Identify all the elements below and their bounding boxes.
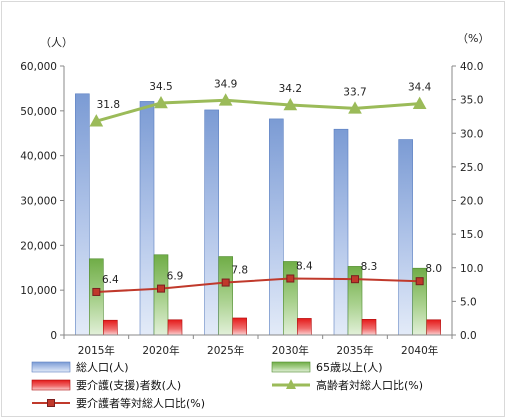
line-point	[157, 284, 165, 293]
legend-swatch	[31, 361, 71, 373]
right-tick-label: 40.0	[460, 61, 483, 73]
data-label: 34.9	[214, 78, 237, 90]
legend-label: 総人口(人)	[76, 360, 129, 374]
bar	[398, 139, 413, 336]
data-label: 31.8	[97, 99, 120, 111]
bar	[75, 93, 90, 336]
data-label: 34.2	[279, 83, 302, 95]
data-label: 8.0	[425, 263, 442, 275]
legend-label: 65歳以上(人)	[316, 361, 383, 374]
line-point	[283, 97, 298, 111]
right-tick-label: 25.0	[460, 162, 483, 174]
lines-layer: 31.8 34.5 34.9 34.2 33.7 34.4 6.4 6.9 7.8 8.4 8.3 8…	[89, 78, 442, 296]
x-tick-label: 2015年	[78, 344, 115, 357]
x-tick-label: 2035年	[336, 344, 373, 357]
data-label: 33.7	[343, 86, 366, 98]
left-tick-label: 40,000	[20, 151, 57, 163]
right-tick-label: 35.0	[460, 95, 483, 107]
bars-layer	[75, 93, 441, 336]
data-label: 8.4	[296, 261, 313, 273]
right-tick-label: 10.0	[460, 263, 483, 275]
x-tick-label: 2020年	[142, 344, 179, 357]
bar	[204, 109, 219, 336]
legend-marker	[47, 399, 55, 407]
series-line	[95, 98, 420, 123]
legend: 総人口(人) 65歳以上(人) 要介護(支援)者数(人) 高齢者対総人口比(%) 要介護…	[31, 360, 423, 410]
line-point	[286, 274, 295, 283]
bar	[361, 319, 377, 336]
series-line	[96, 277, 420, 293]
line-point	[89, 114, 104, 127]
line-point	[415, 277, 424, 286]
left-tick-label: 20,000	[20, 240, 57, 252]
line-point	[351, 275, 359, 284]
data-label: 7.8	[231, 265, 248, 277]
bar	[333, 128, 349, 336]
left-axis-unit: （人）	[40, 36, 73, 49]
bar	[232, 317, 247, 336]
line-point	[92, 287, 101, 296]
data-label: 8.3	[361, 261, 378, 273]
left-tick-label: 50,000	[20, 106, 57, 118]
bar	[153, 254, 169, 336]
line-point	[348, 101, 362, 114]
right-tick-label: 15.0	[460, 229, 483, 241]
line-point	[218, 93, 233, 106]
left-tick-label: 10,000	[20, 285, 57, 297]
bar	[167, 319, 183, 336]
line-point	[221, 278, 230, 287]
right-tick-label: 0.0	[460, 330, 477, 342]
bar	[426, 319, 441, 336]
bar	[89, 258, 104, 336]
bar	[103, 319, 118, 336]
left-tick-label: 60,000	[20, 61, 57, 73]
axes-layer: 0 10,000 20,000 30,000 40,000 50,000 60,000 0.0…	[20, 61, 483, 357]
data-label: 34.4	[408, 82, 432, 94]
legend-swatch	[31, 379, 71, 391]
legend-label: 高齢者対総人口比(%)	[316, 378, 423, 392]
legend-label: 要介護(支援)者数(人)	[76, 378, 181, 392]
data-label: 34.5	[149, 81, 172, 93]
right-tick-label: 30.0	[460, 128, 483, 140]
right-tick-label: 5.0	[460, 296, 477, 308]
right-tick-label: 20.0	[460, 196, 483, 208]
x-tick-label: 2030年	[272, 344, 309, 357]
left-tick-label: 0	[50, 330, 57, 342]
data-label: 6.4	[102, 274, 119, 286]
bar	[269, 118, 284, 336]
data-label: 6.9	[167, 271, 184, 283]
line-point	[154, 95, 168, 109]
x-tick-label: 2025年	[207, 344, 244, 357]
bar	[139, 101, 155, 336]
legend-swatch	[271, 361, 311, 373]
left-tick-label: 30,000	[20, 196, 57, 208]
legend-label: 要介護者等対総人口比(%)	[76, 396, 205, 410]
bar	[297, 318, 312, 336]
x-tick-label: 2040年	[401, 344, 438, 357]
line-point	[412, 96, 427, 109]
right-axis-unit: （%）	[457, 32, 489, 45]
legend-marker	[286, 379, 296, 389]
